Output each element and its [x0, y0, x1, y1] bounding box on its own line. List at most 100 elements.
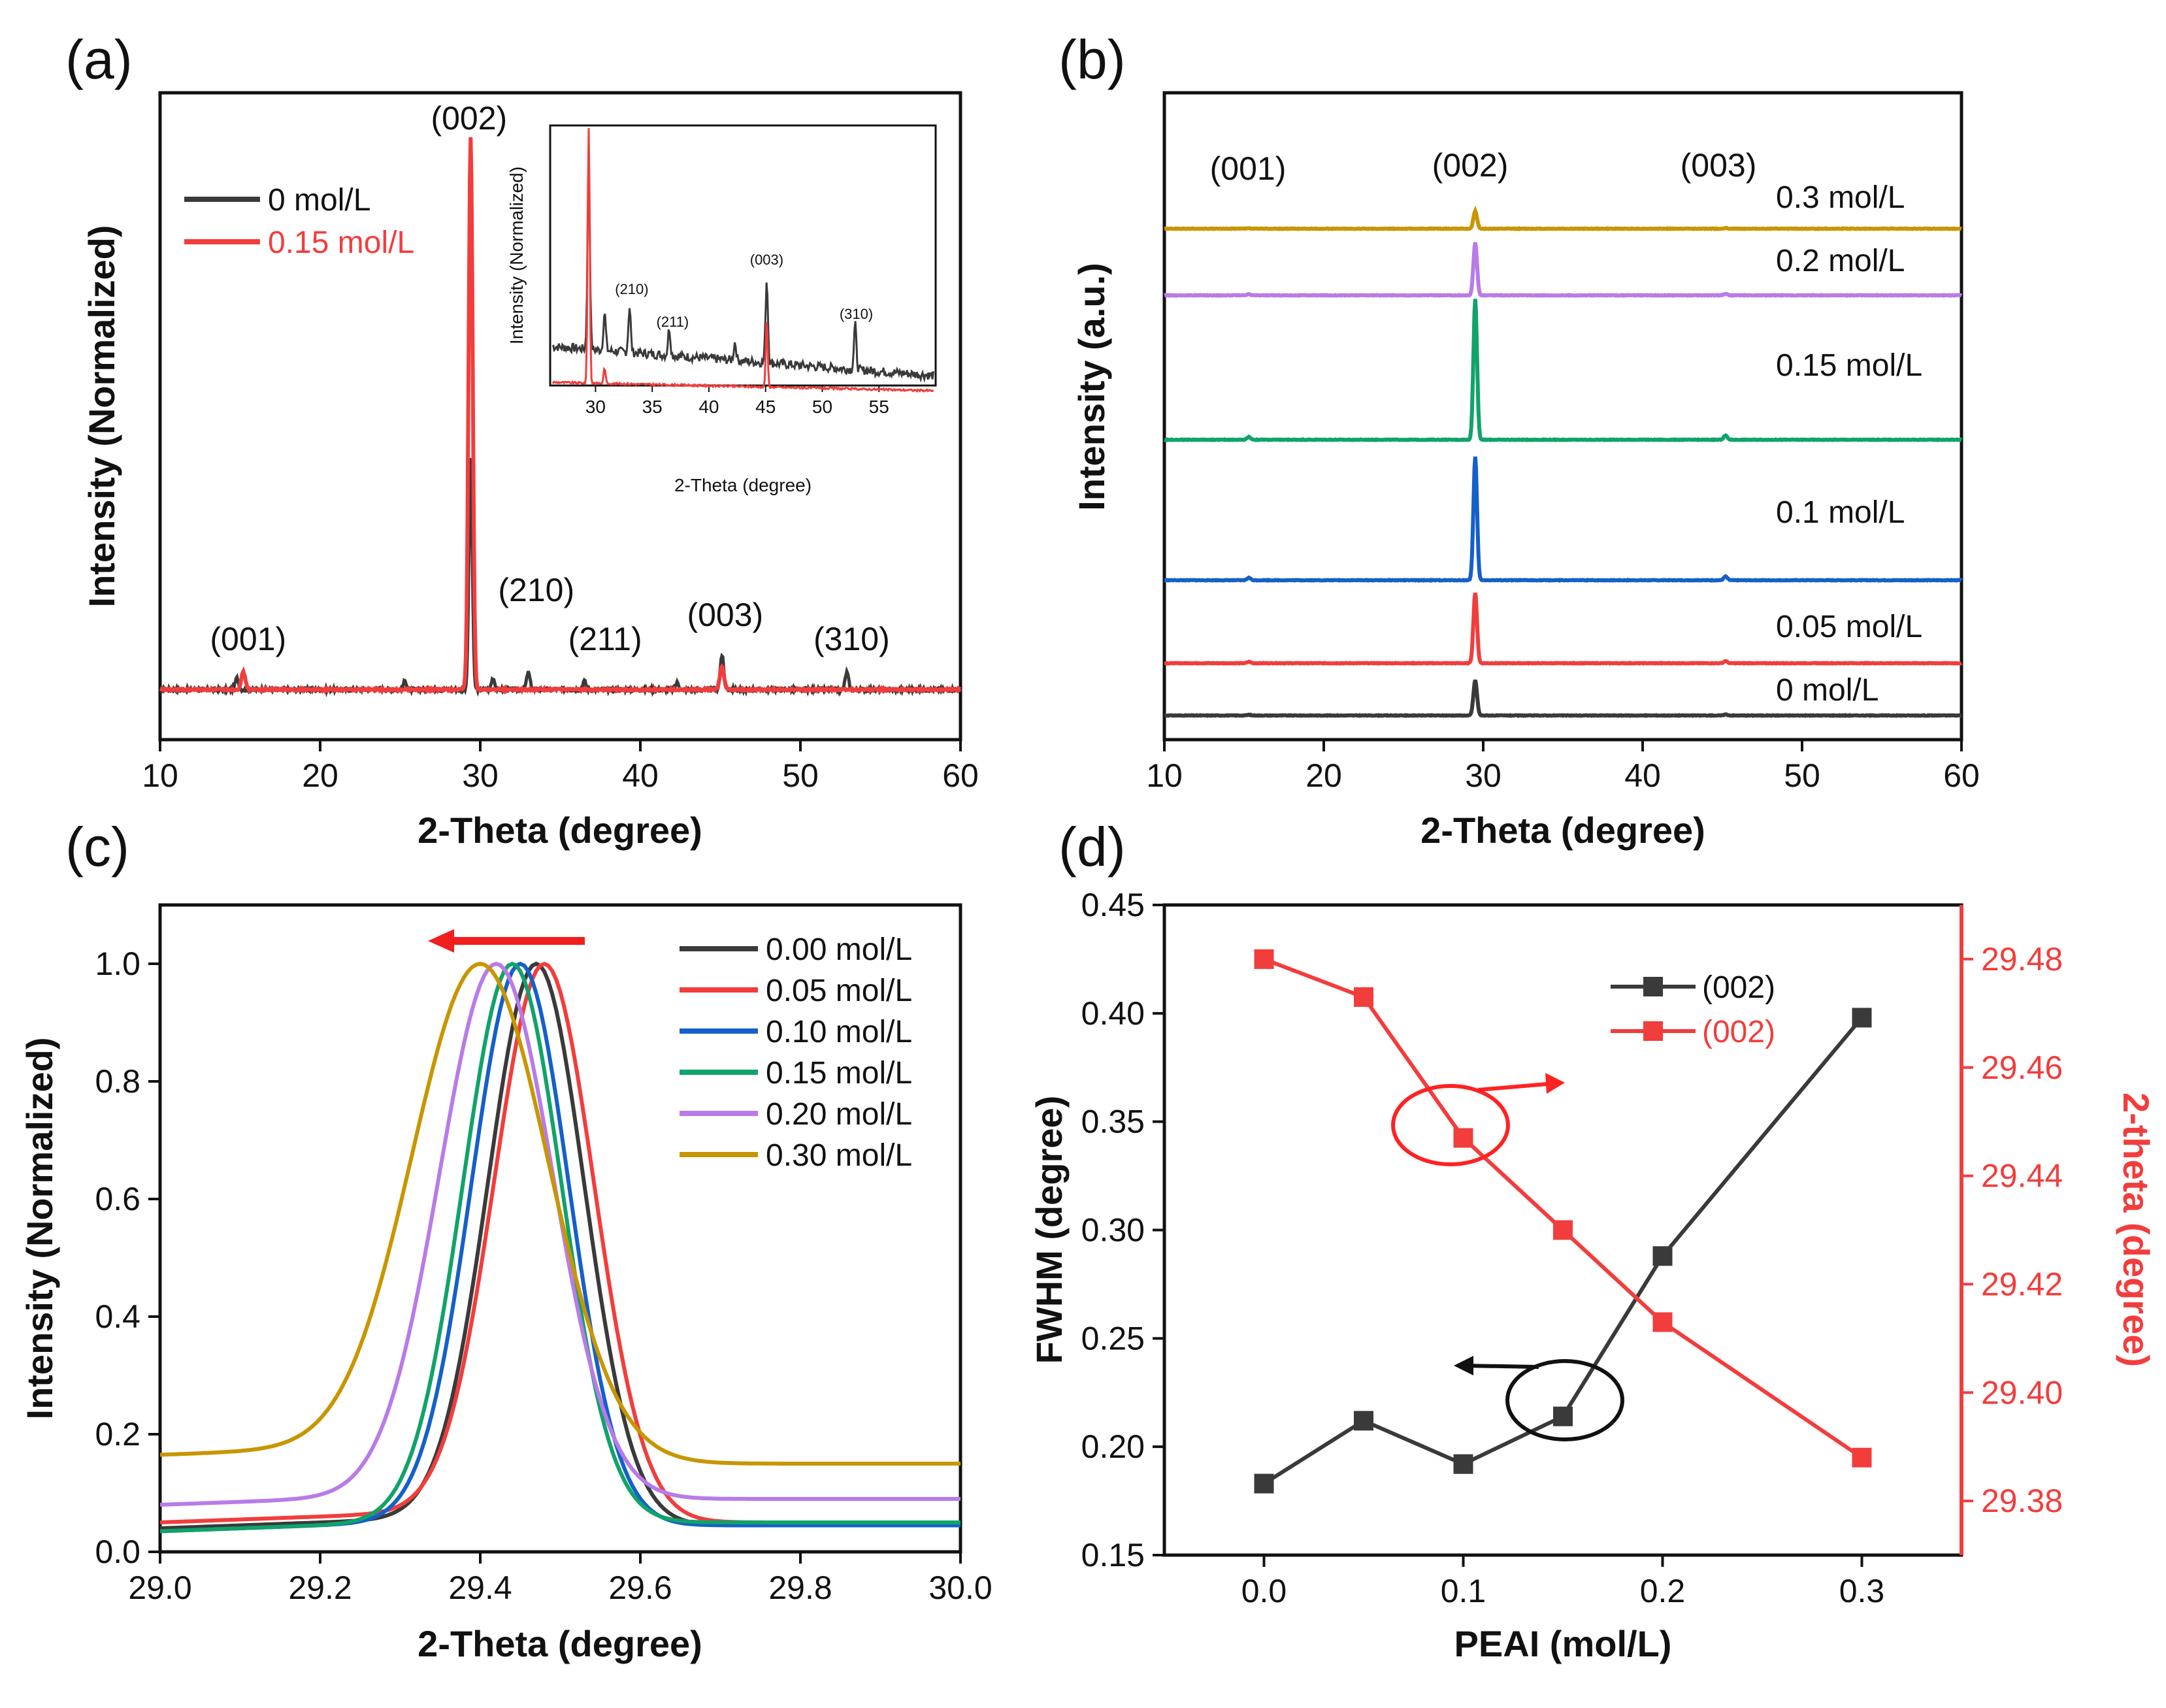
- b-annotation-003: (003): [1681, 147, 1757, 184]
- c-xtick-label-1: 29.2: [288, 1569, 352, 1606]
- inset-ylabel: Intensity (Normalized): [506, 167, 527, 344]
- inset-xtick-label-5: 55: [869, 397, 889, 417]
- red-arrow-annotation: [1477, 1081, 1556, 1092]
- d-ytick-label-0: 0.15: [1081, 1537, 1145, 1573]
- d-series-0-point-2: [1453, 1454, 1473, 1474]
- d-legend-label-0: (002): [1702, 970, 1775, 1005]
- d-y2tick-label-3: 29.44: [1981, 1158, 2063, 1194]
- inset-xtick-label-4: 50: [812, 397, 832, 417]
- d-legend-marker-1: [1643, 1021, 1663, 1041]
- legend-label-0: 0 mol/L: [268, 183, 370, 218]
- c-series-5-line: [159, 961, 960, 1466]
- b-series-label-1: 0.05 mol/L: [1776, 610, 1922, 644]
- a-annotation-0: (001): [210, 621, 286, 657]
- d-xtick-label-2: 0.2: [1640, 1573, 1686, 1609]
- d-series-1-point-5: [1852, 1447, 1872, 1468]
- c-ytick-label-1: 0.2: [95, 1416, 140, 1453]
- d-series-1-line: [1263, 957, 1863, 1460]
- a-xtick-label-5: 60: [942, 757, 979, 794]
- d-xtick-label-3: 0.3: [1839, 1573, 1885, 1609]
- d-series-0-point-1: [1354, 1411, 1373, 1431]
- panel-c-frame: [158, 903, 962, 1554]
- inset-annotations: (210) (211) (003) (310): [615, 252, 873, 330]
- d-y2tick-label-4: 29.46: [1981, 1049, 2063, 1086]
- c-legend-label-0: 0.00 mol/L: [766, 932, 912, 967]
- inset-annotation-0: (210): [615, 281, 648, 297]
- panel-a-legend: 0 mol/L 0.15 mol/L: [184, 183, 414, 260]
- panel-b: (b) 10 20 30 40 50 60 0 mol/L 0.05 mol/L 0.1 mo…: [1058, 29, 1980, 851]
- b-series-0-line: [1164, 679, 1963, 719]
- panel-a: (a) 10 20 30 40 50 60 (001)(002)(210)(211)(00…: [65, 29, 979, 851]
- inset-xtick-label-3: 45: [755, 397, 776, 417]
- b-annotation-001: (001): [1210, 150, 1287, 187]
- b-xtick-label-5: 60: [1943, 757, 1980, 794]
- panel-c-legend: 0.00 mol/L 0.05 mol/L 0.10 mol/L 0.15 mol/L…: [680, 932, 912, 1173]
- black-arrow-head: [1454, 1356, 1473, 1375]
- inset-annotation-2: (003): [750, 252, 783, 268]
- b-series-label-5: 0.3 mol/L: [1776, 180, 1905, 215]
- inset-annotation-1: (211): [657, 314, 689, 330]
- inset-series-1-line: [551, 127, 934, 393]
- a-annotation-1: (002): [431, 100, 507, 137]
- panel-b-ylabel: Intensity (a.u.): [1071, 263, 1112, 511]
- panel-b-curves: [1164, 205, 1963, 719]
- panel-a-frame: [158, 91, 962, 742]
- b-series-5-line: [1164, 205, 1962, 231]
- b-series-label-3: 0.15 mol/L: [1776, 348, 1922, 383]
- c-legend-label-4: 0.20 mol/L: [766, 1097, 912, 1132]
- d-ytick-label-5: 0.40: [1081, 995, 1145, 1032]
- b-series-3-line: [1164, 299, 1963, 443]
- d-legend-label-1: (002): [1702, 1015, 1775, 1049]
- d-series-0-line: [1262, 1016, 1863, 1486]
- c-ytick-label-2: 0.4: [95, 1298, 140, 1335]
- panel-a-curves: [159, 137, 962, 698]
- inset-xtick-label-2: 40: [698, 397, 719, 417]
- d-series-1-point-0: [1254, 949, 1274, 969]
- panel-a-annotations: (001) (002) (210) (211) (003) (310): [210, 100, 889, 657]
- legend-label-1: 0.15 mol/L: [268, 225, 414, 260]
- panel-d-label: (d): [1058, 816, 1126, 878]
- a-annotation-2: (210): [498, 572, 574, 608]
- panel-a-label: (a): [65, 29, 133, 90]
- a-xtick-label-3: 40: [622, 757, 659, 794]
- c-ytick-label-5: 1.0: [95, 945, 140, 982]
- c-ytick-label-3: 0.6: [95, 1181, 140, 1217]
- panel-b-label: (b): [1058, 29, 1126, 90]
- c-ytick-label-0: 0.0: [95, 1534, 140, 1570]
- inset-frame: [549, 124, 937, 387]
- panel-c-curves: [159, 961, 960, 1534]
- panel-c-ylabel: Intensity (Normalized): [19, 1038, 60, 1420]
- black-ellipse-annotation: [1505, 1359, 1624, 1441]
- b-series-4-line: [1164, 242, 1963, 298]
- d-series-0-point-0: [1254, 1473, 1274, 1494]
- d-ytick-label-4: 0.35: [1081, 1104, 1145, 1140]
- inset-series-0-line: [551, 170, 934, 384]
- c-xtick-label-5: 30.0: [928, 1569, 992, 1606]
- panel-b-ticks: 10 20 30 40 50 60: [1146, 740, 1980, 794]
- b-xtick-label-3: 40: [1624, 757, 1661, 794]
- panel-b-series-labels: 0 mol/L 0.05 mol/L 0.1 mol/L 0.15 mol/L 0.2 …: [1776, 180, 1922, 708]
- a-xtick-label-2: 30: [462, 757, 499, 794]
- c-xtick-label-3: 29.6: [608, 1569, 672, 1606]
- b-series-2-line: [1164, 456, 1963, 583]
- a-annotation-5: (310): [813, 621, 890, 657]
- d-y2tick-label-5: 29.48: [1981, 941, 2063, 977]
- d-ytick-label-3: 0.30: [1081, 1212, 1145, 1249]
- d-legend-marker-0: [1643, 977, 1663, 996]
- inset-ticks: 30 35 40 45 50 55: [585, 386, 889, 417]
- panel-c-label: (c): [65, 816, 129, 878]
- c-legend-label-3: 0.15 mol/L: [766, 1056, 912, 1091]
- d-series-0-point-5: [1852, 1008, 1872, 1028]
- c-legend-label-1: 0.05 mol/L: [766, 974, 912, 1008]
- d-ytick-label-6: 0.45: [1081, 887, 1145, 923]
- panel-b-frame: [1162, 91, 1963, 742]
- panel-d-xlabel: PEAI (mol/L): [1454, 1623, 1672, 1664]
- panel-d: (d) 0.0 0.1 0.2 0.3 0.15 0.20 0.25 0.30 0.35 0.40…: [1028, 816, 2157, 1664]
- a-series-1-line: [159, 137, 962, 695]
- d-y2tick-label-0: 29.38: [1981, 1483, 2063, 1519]
- panel-d-ticks: 0.0 0.1 0.2 0.3 0.15 0.20 0.25 0.30 0.35 0.40 0.45…: [1081, 887, 2063, 1609]
- inset-xtick-label-0: 30: [585, 397, 606, 417]
- a-annotation-4: (003): [687, 597, 763, 633]
- a-xtick-label-0: 10: [142, 757, 178, 794]
